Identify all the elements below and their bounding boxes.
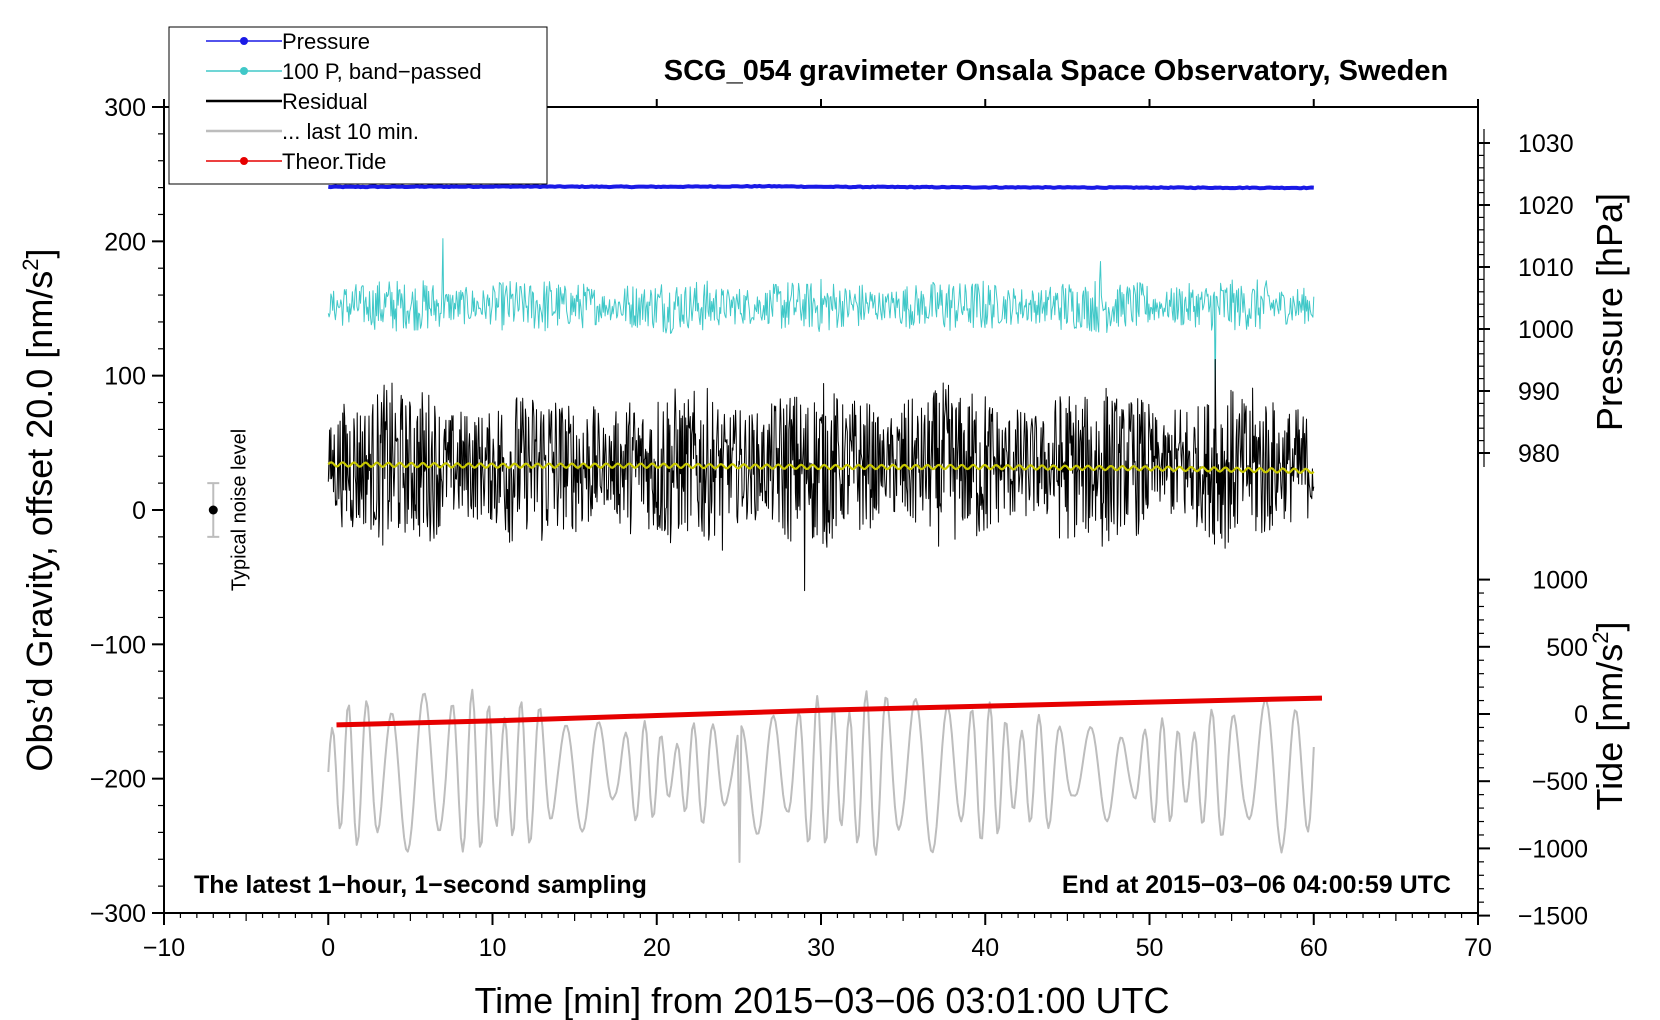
- pressure-tick-label: 1010: [1518, 254, 1574, 282]
- legend-box: [168, 26, 548, 185]
- y-tick-label: 100: [104, 363, 146, 391]
- tide-axis-label-text: Tide [nm/s: [1589, 644, 1630, 811]
- y-tick-label: 0: [132, 497, 146, 525]
- y-tick-label: −100: [90, 631, 146, 659]
- tide-axis-label-group: Tide [nm/s2]: [1588, 622, 1630, 811]
- series-theor-tide: [336, 695, 1323, 728]
- x-tick-label: 50: [1136, 934, 1164, 962]
- pressure-axis-label-group: Pressure [hPa]: [1589, 193, 1630, 431]
- legend-marker: [240, 67, 248, 75]
- series-residual: [327, 359, 1315, 592]
- legend: Pressure 100 P, band−passed Residual ... la…: [168, 26, 548, 185]
- legend-label: ... last 10 min.: [282, 119, 419, 144]
- series-pressure: [328, 183, 1314, 191]
- legend-entry: Residual: [206, 89, 368, 114]
- chart-title: SCG_054 gravimeter Onsala Space Observat…: [664, 55, 1448, 87]
- y-tick-label: −200: [90, 766, 146, 794]
- tide-axis-label-end: ]: [1589, 622, 1630, 632]
- x-tick-label: 10: [479, 934, 507, 962]
- legend-marker: [240, 157, 248, 165]
- legend-entry: ... last 10 min.: [206, 119, 419, 144]
- tide-tick-label: 0: [1574, 701, 1588, 729]
- x-tick-label: 70: [1464, 934, 1492, 962]
- x-tick-label: 60: [1300, 934, 1328, 962]
- pressure-tick-label: 1000: [1518, 316, 1574, 344]
- x-tick-label: 30: [807, 934, 835, 962]
- x-axis-label: Time [min] from 2015−03−06 03:01:00 UTC: [474, 980, 1169, 1020]
- tide-tick-label: −500: [1532, 768, 1588, 796]
- legend-entry: Pressure: [206, 29, 370, 54]
- legend-entry: Theor.Tide: [206, 149, 386, 174]
- left-axis-label: Obs’d Gravity, offset 20.0 [nm/s2]: [18, 248, 60, 771]
- annotation-sampling: The latest 1−hour, 1−second sampling: [194, 871, 647, 899]
- pressure-tick-label: 1030: [1518, 130, 1574, 158]
- tide-tick-label: −1500: [1518, 903, 1588, 931]
- annotation-end-time: End at 2015−03−06 04:00:59 UTC: [1062, 871, 1451, 899]
- tick-layer: −10 0 10 20 30 40 50 60 703002001000−100−200−300…: [90, 94, 1588, 962]
- y-tick-label: 200: [104, 228, 146, 256]
- series-layer: [327, 183, 1323, 863]
- tide-tick-label: 1000: [1532, 567, 1588, 595]
- tide-tick-label: −1000: [1518, 835, 1588, 863]
- legend-label: Theor.Tide: [282, 149, 386, 174]
- legend-label: Residual: [282, 89, 368, 114]
- x-tick-label: 20: [643, 934, 671, 962]
- legend-label: Pressure: [282, 29, 370, 54]
- y-tick-label: 300: [104, 94, 146, 122]
- series-last-10-min: [327, 688, 1315, 863]
- series-100-p-band-passed: [327, 238, 1315, 401]
- pressure-tick-label: 1020: [1518, 192, 1574, 220]
- noise-level-label: Typical noise level: [228, 429, 250, 591]
- legend-entry: 100 P, band−passed: [206, 59, 482, 84]
- left-axis-label-sup: 2: [18, 258, 43, 270]
- tide-axis-label-sup: 2: [1588, 632, 1613, 644]
- pressure-axis-label: Pressure [hPa]: [1589, 193, 1630, 431]
- left-axis-label-group: Obs’d Gravity, offset 20.0 [nm/s2]: [18, 248, 60, 771]
- series-smoothed-residual: [327, 461, 1315, 475]
- tide-tick-label: 500: [1546, 634, 1588, 662]
- noise-bar-point: [208, 505, 218, 515]
- x-tick-label: 40: [971, 934, 999, 962]
- noise-level-indicator: Typical noise level: [207, 429, 250, 591]
- legend-marker: [240, 37, 248, 45]
- left-axis-label-text: Obs’d Gravity, offset 20.0 [nm/s: [19, 271, 60, 772]
- left-axis-label-end: ]: [19, 248, 60, 258]
- y-tick-label: −300: [90, 900, 146, 928]
- legend-label: 100 P, band−passed: [282, 59, 482, 84]
- x-tick-label: −10: [143, 934, 185, 962]
- tide-axis-label: Tide [nm/s2]: [1588, 622, 1630, 811]
- pressure-tick-label: 990: [1518, 378, 1560, 406]
- x-tick-label: 0: [321, 934, 335, 962]
- pressure-tick-label: 980: [1518, 440, 1560, 468]
